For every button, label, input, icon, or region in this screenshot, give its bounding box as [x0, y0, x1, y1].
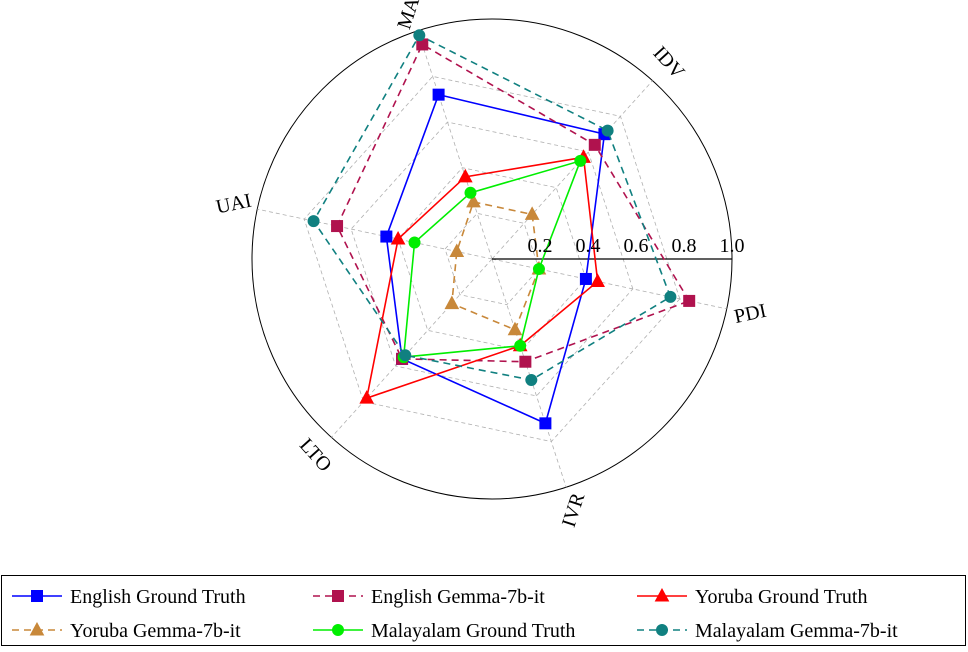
legend-entry: Malayalam Gemma-7b-it	[637, 620, 898, 642]
data-point	[307, 215, 320, 228]
data-point	[590, 273, 605, 287]
radar-series	[307, 29, 696, 430]
data-point	[539, 417, 552, 430]
legend-entry: Yoruba Gemma-7b-it	[12, 620, 241, 642]
data-point	[507, 321, 523, 336]
legend-marker	[654, 587, 670, 602]
legend-label: Yoruba Gemma-7b-it	[70, 620, 241, 642]
data-point	[457, 168, 473, 183]
radial-tick-label: 1.0	[720, 235, 745, 257]
data-point	[444, 295, 460, 310]
axis-label-pdi: PDI	[732, 300, 768, 328]
legend-label: English Ground Truth	[70, 586, 246, 608]
data-point	[683, 294, 696, 307]
data-point	[413, 29, 426, 42]
data-point	[579, 272, 592, 285]
legend-entry: English Ground Truth	[12, 586, 246, 608]
data-point	[380, 230, 393, 243]
series-3	[444, 193, 547, 336]
data-point	[432, 88, 445, 101]
data-point	[519, 355, 532, 368]
data-point	[664, 290, 677, 303]
data-point	[524, 206, 540, 220]
axis-spoke-IDV	[491, 80, 653, 260]
legend-marker	[332, 590, 344, 602]
data-point	[464, 186, 477, 199]
legend-entry: English Gemma-7b-it	[313, 586, 545, 608]
axis-label-lto: LTO	[295, 434, 336, 476]
data-point	[525, 373, 538, 386]
axis-label-ivr: IVR	[558, 490, 590, 530]
data-point	[574, 154, 587, 167]
data-point	[601, 124, 614, 137]
radial-tick-label: 0.6	[624, 235, 649, 257]
series-5	[307, 29, 677, 386]
axis-label-uai: UAI	[214, 190, 253, 219]
data-point	[390, 230, 406, 245]
axis-label-mas: MAS	[393, 0, 427, 32]
series-4	[397, 154, 587, 364]
series-line	[336, 43, 691, 363]
data-point	[449, 243, 465, 258]
radial-tick-label: 0.2	[528, 235, 553, 257]
grid-ring-1	[444, 212, 540, 306]
legend-entry: Yoruba Ground Truth	[637, 586, 867, 608]
axis-spoke-UAI	[257, 208, 493, 260]
series-1	[331, 38, 696, 368]
data-point	[331, 220, 344, 233]
data-point	[466, 193, 481, 208]
radar-labels: 0.2 0.4 0.6 0.8 1.0 PDI IDV MAS UAI LTO IVR	[214, 0, 768, 530]
legend-marker	[29, 621, 45, 636]
legend-label: Yoruba Ground Truth	[695, 586, 867, 608]
legend: English Ground Truth English Gemma-7b-it Y…	[1, 575, 966, 646]
legend-label: Malayalam Gemma-7b-it	[695, 620, 898, 642]
data-point	[588, 138, 601, 151]
legend-box	[1, 575, 966, 646]
data-point	[408, 236, 421, 249]
axis-label-idv: IDV	[649, 42, 690, 84]
legend-marker	[31, 590, 43, 602]
data-point	[514, 339, 527, 352]
radar-grid	[251, 18, 733, 500]
data-point	[359, 390, 375, 404]
legend-label: Malayalam Ground Truth	[371, 620, 575, 642]
radial-tick-label: 0.4	[576, 235, 601, 257]
data-point	[532, 262, 545, 275]
legend-marker	[656, 624, 668, 636]
legend-label: English Gemma-7b-it	[371, 586, 545, 608]
axis-spoke-LTO	[331, 258, 493, 438]
data-point	[399, 349, 412, 362]
legend-marker	[332, 624, 344, 636]
radial-tick-label: 0.8	[672, 235, 697, 257]
axis-spoke-MAS	[417, 30, 493, 260]
legend-entry: Malayalam Ground Truth	[313, 620, 575, 642]
axis-spoke-IVR	[491, 258, 567, 488]
